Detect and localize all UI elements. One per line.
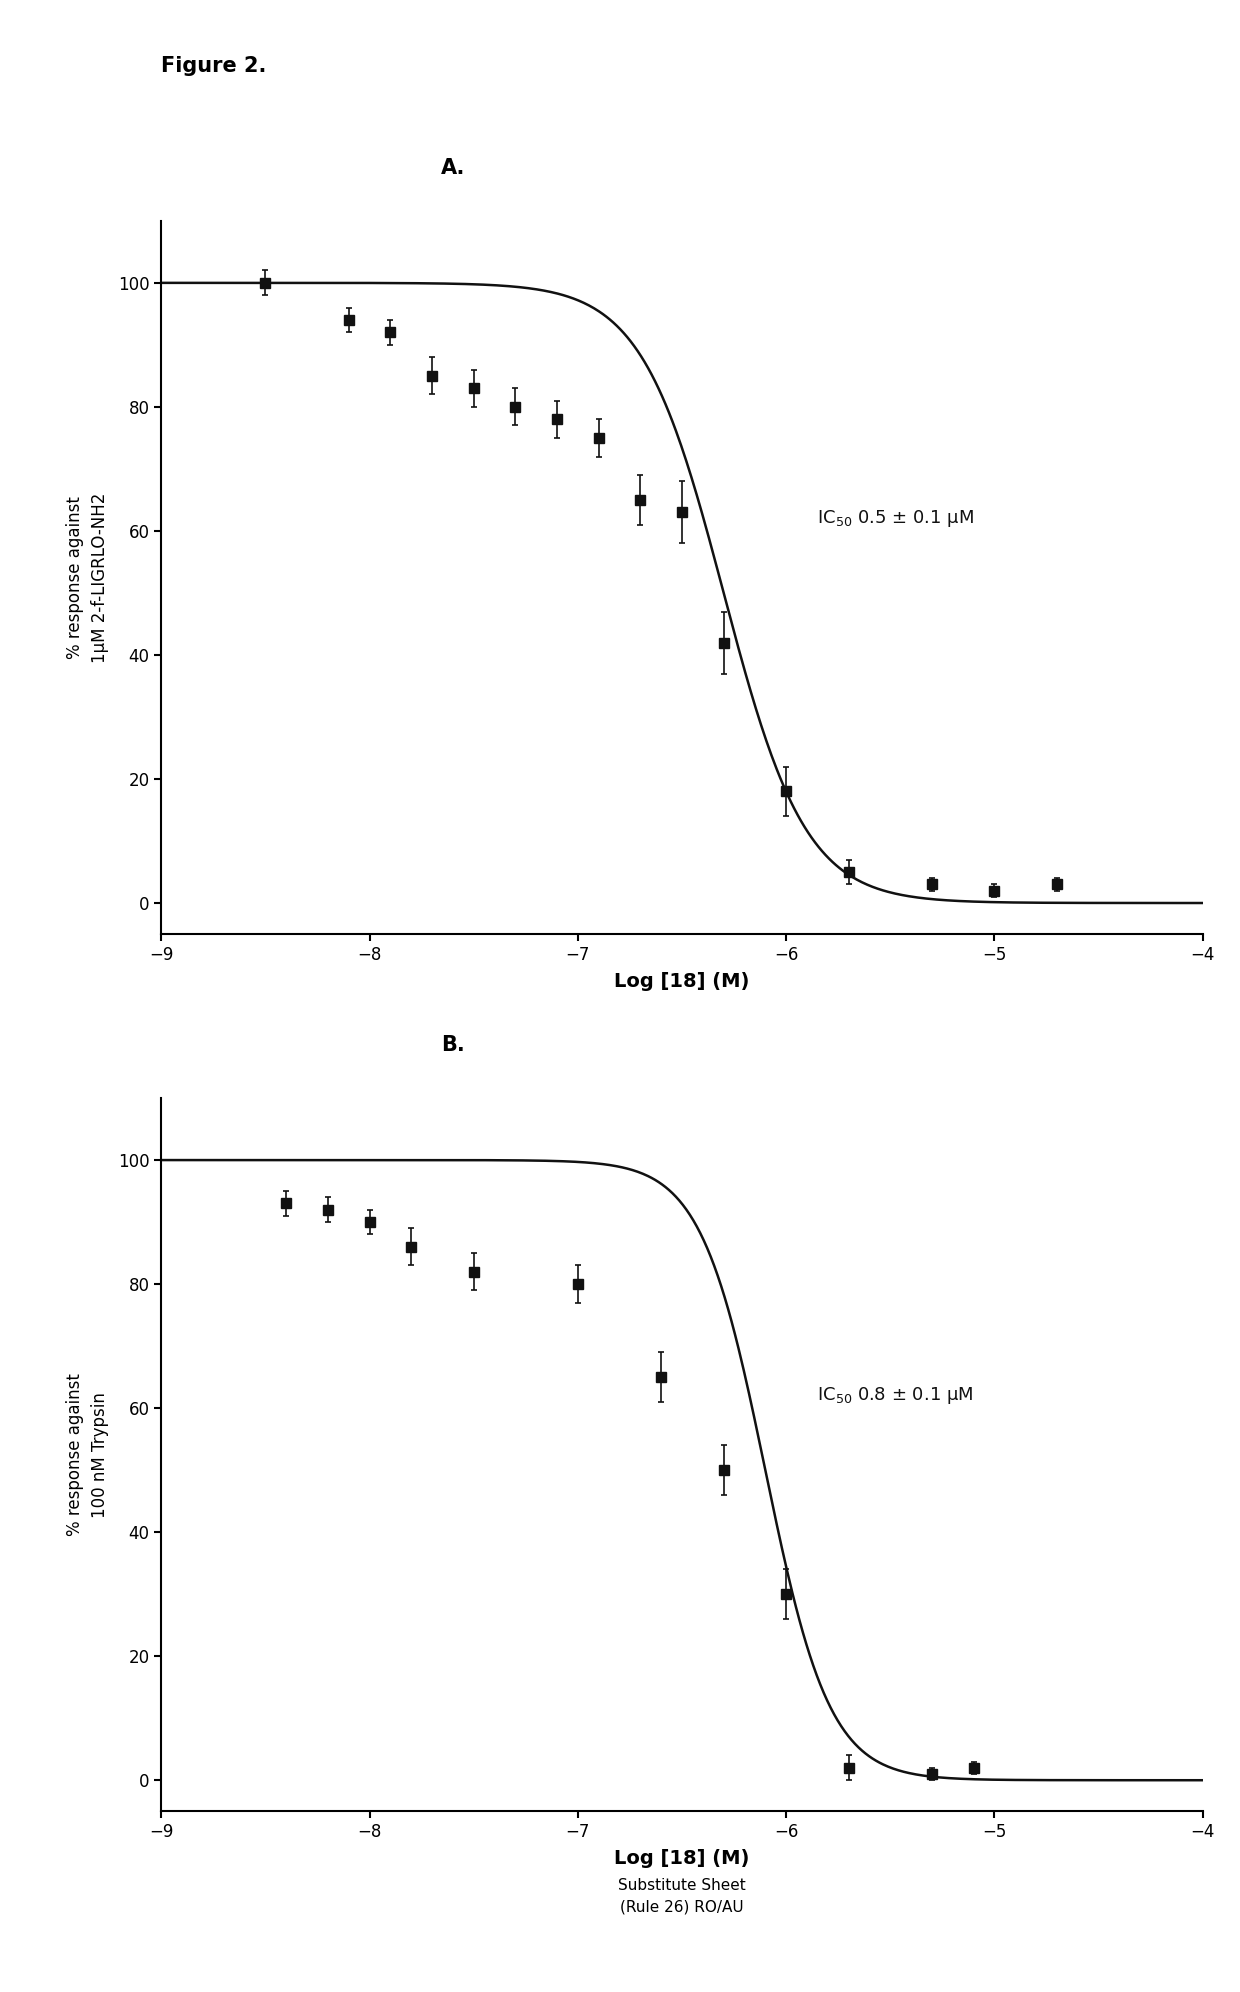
X-axis label: Log [18] (M): Log [18] (M) (614, 972, 750, 992)
Y-axis label: % response against
100 nM Trypsin: % response against 100 nM Trypsin (67, 1372, 109, 1536)
Y-axis label: % response against
1μM 2-f-LIGRLO-NH2: % response against 1μM 2-f-LIGRLO-NH2 (67, 492, 109, 663)
Text: Substitute Sheet
(Rule 26) RO/AU: Substitute Sheet (Rule 26) RO/AU (618, 1878, 746, 1914)
Text: IC$_{50}$ 0.5 ± 0.1 μM: IC$_{50}$ 0.5 ± 0.1 μM (817, 508, 975, 530)
Text: IC$_{50}$ 0.8 ± 0.1 μM: IC$_{50}$ 0.8 ± 0.1 μM (817, 1384, 973, 1406)
Text: A.: A. (440, 157, 465, 177)
X-axis label: Log [18] (M): Log [18] (M) (614, 1849, 750, 1868)
Text: Figure 2.: Figure 2. (161, 56, 267, 76)
Text: B.: B. (441, 1036, 465, 1056)
